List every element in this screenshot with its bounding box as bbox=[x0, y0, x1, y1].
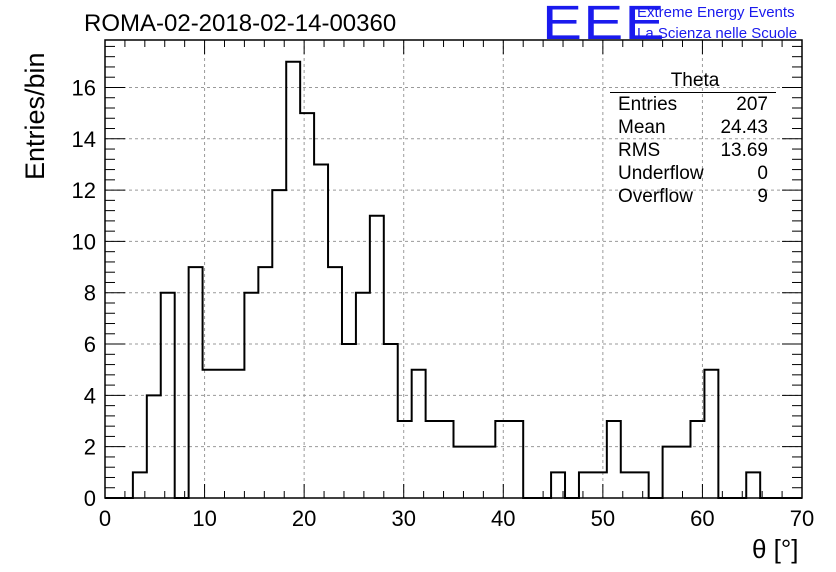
stats-divider bbox=[610, 92, 776, 93]
histogram-bin bbox=[286, 62, 300, 498]
histogram-bin bbox=[189, 267, 203, 498]
y-tick-label: 6 bbox=[84, 332, 96, 357]
histogram-bin bbox=[593, 472, 607, 498]
x-tick-label: 0 bbox=[99, 506, 111, 531]
histogram-bin bbox=[342, 344, 356, 498]
y-tick-label: 12 bbox=[72, 178, 96, 203]
grid-lines bbox=[105, 40, 802, 498]
stats-box: Theta Entries 207 Mean 24.43 RMS 13.69 U… bbox=[610, 70, 780, 208]
stats-value: 9 bbox=[757, 186, 768, 207]
axes bbox=[104, 39, 803, 499]
stats-row-underflow: Underflow 0 bbox=[610, 162, 780, 185]
histogram-bin bbox=[258, 267, 272, 498]
histogram-bin bbox=[398, 421, 412, 498]
stats-row-overflow: Overflow 9 bbox=[610, 185, 780, 208]
histogram-bin bbox=[467, 447, 481, 498]
histogram-bin bbox=[579, 472, 593, 498]
stats-label: Overflow bbox=[618, 186, 693, 207]
stats-label: Entries bbox=[618, 94, 678, 115]
x-tick-label: 50 bbox=[591, 506, 615, 531]
chart-title: ROMA-02-2018-02-14-00360 bbox=[84, 10, 397, 37]
histogram-bin bbox=[412, 370, 426, 498]
histogram-bin bbox=[217, 370, 231, 498]
x-tick-label: 70 bbox=[790, 506, 814, 531]
y-tick-label: 2 bbox=[84, 435, 96, 460]
stats-label: Mean bbox=[618, 117, 666, 138]
histogram-bin bbox=[328, 267, 342, 498]
histogram-bin bbox=[230, 370, 244, 498]
stats-row-entries: Entries 207 bbox=[610, 93, 780, 116]
eee-logo: EEE bbox=[542, 0, 666, 50]
logo-line-1: Extreme Energy Events bbox=[637, 4, 795, 21]
plot-frame bbox=[104, 39, 803, 499]
histogram-bin bbox=[677, 447, 691, 498]
histogram-bin bbox=[607, 421, 621, 498]
stats-value: 207 bbox=[736, 94, 768, 115]
stats-value: 13.69 bbox=[720, 140, 768, 161]
y-tick-label: 16 bbox=[72, 75, 96, 100]
histogram-bin bbox=[426, 421, 440, 498]
histogram-outline bbox=[105, 60, 802, 499]
histogram-bin bbox=[370, 216, 384, 498]
tick-labels: 0 10 20 30 40 50 60 70 0 2 4 6 8 10 12 14 16 bbox=[72, 75, 815, 531]
histogram-bin bbox=[495, 421, 509, 498]
histogram-bin bbox=[481, 447, 495, 498]
x-tick-label: 40 bbox=[491, 506, 515, 531]
histogram-bin bbox=[704, 370, 718, 498]
y-tick-label: 10 bbox=[72, 229, 96, 254]
histogram-bin bbox=[314, 164, 328, 498]
y-tick-label: 4 bbox=[84, 383, 96, 408]
x-tick-label: 60 bbox=[690, 506, 714, 531]
histogram-bin bbox=[509, 421, 523, 498]
histogram-bin bbox=[454, 447, 468, 498]
histogram-bin bbox=[746, 472, 760, 498]
y-axis-label: Entries/bin bbox=[20, 52, 50, 180]
histogram-series bbox=[105, 60, 802, 499]
stats-row-rms: RMS 13.69 bbox=[610, 139, 780, 162]
stats-value: 0 bbox=[757, 163, 768, 184]
stats-value: 24.43 bbox=[720, 117, 768, 138]
stats-title: Theta bbox=[670, 70, 720, 91]
stats-row-mean: Mean 24.43 bbox=[610, 116, 780, 139]
histogram-bin bbox=[635, 472, 649, 498]
stats-label: RMS bbox=[618, 140, 661, 161]
histogram-bin bbox=[663, 447, 677, 498]
histogram-bin bbox=[440, 421, 454, 498]
stats-label: Underflow bbox=[618, 163, 704, 184]
histogram-bin bbox=[384, 344, 398, 498]
y-tick-label: 0 bbox=[84, 486, 96, 511]
y-tick-label: 8 bbox=[84, 281, 96, 306]
x-tick-label: 10 bbox=[192, 506, 216, 531]
x-tick-label: 30 bbox=[391, 506, 415, 531]
x-tick-label: 20 bbox=[292, 506, 316, 531]
logo-line-2: La Scienza nelle Scuole bbox=[637, 25, 798, 42]
histogram-bin bbox=[300, 113, 314, 498]
y-tick-label: 14 bbox=[72, 127, 96, 152]
x-axis-label: θ [°] bbox=[752, 534, 799, 564]
